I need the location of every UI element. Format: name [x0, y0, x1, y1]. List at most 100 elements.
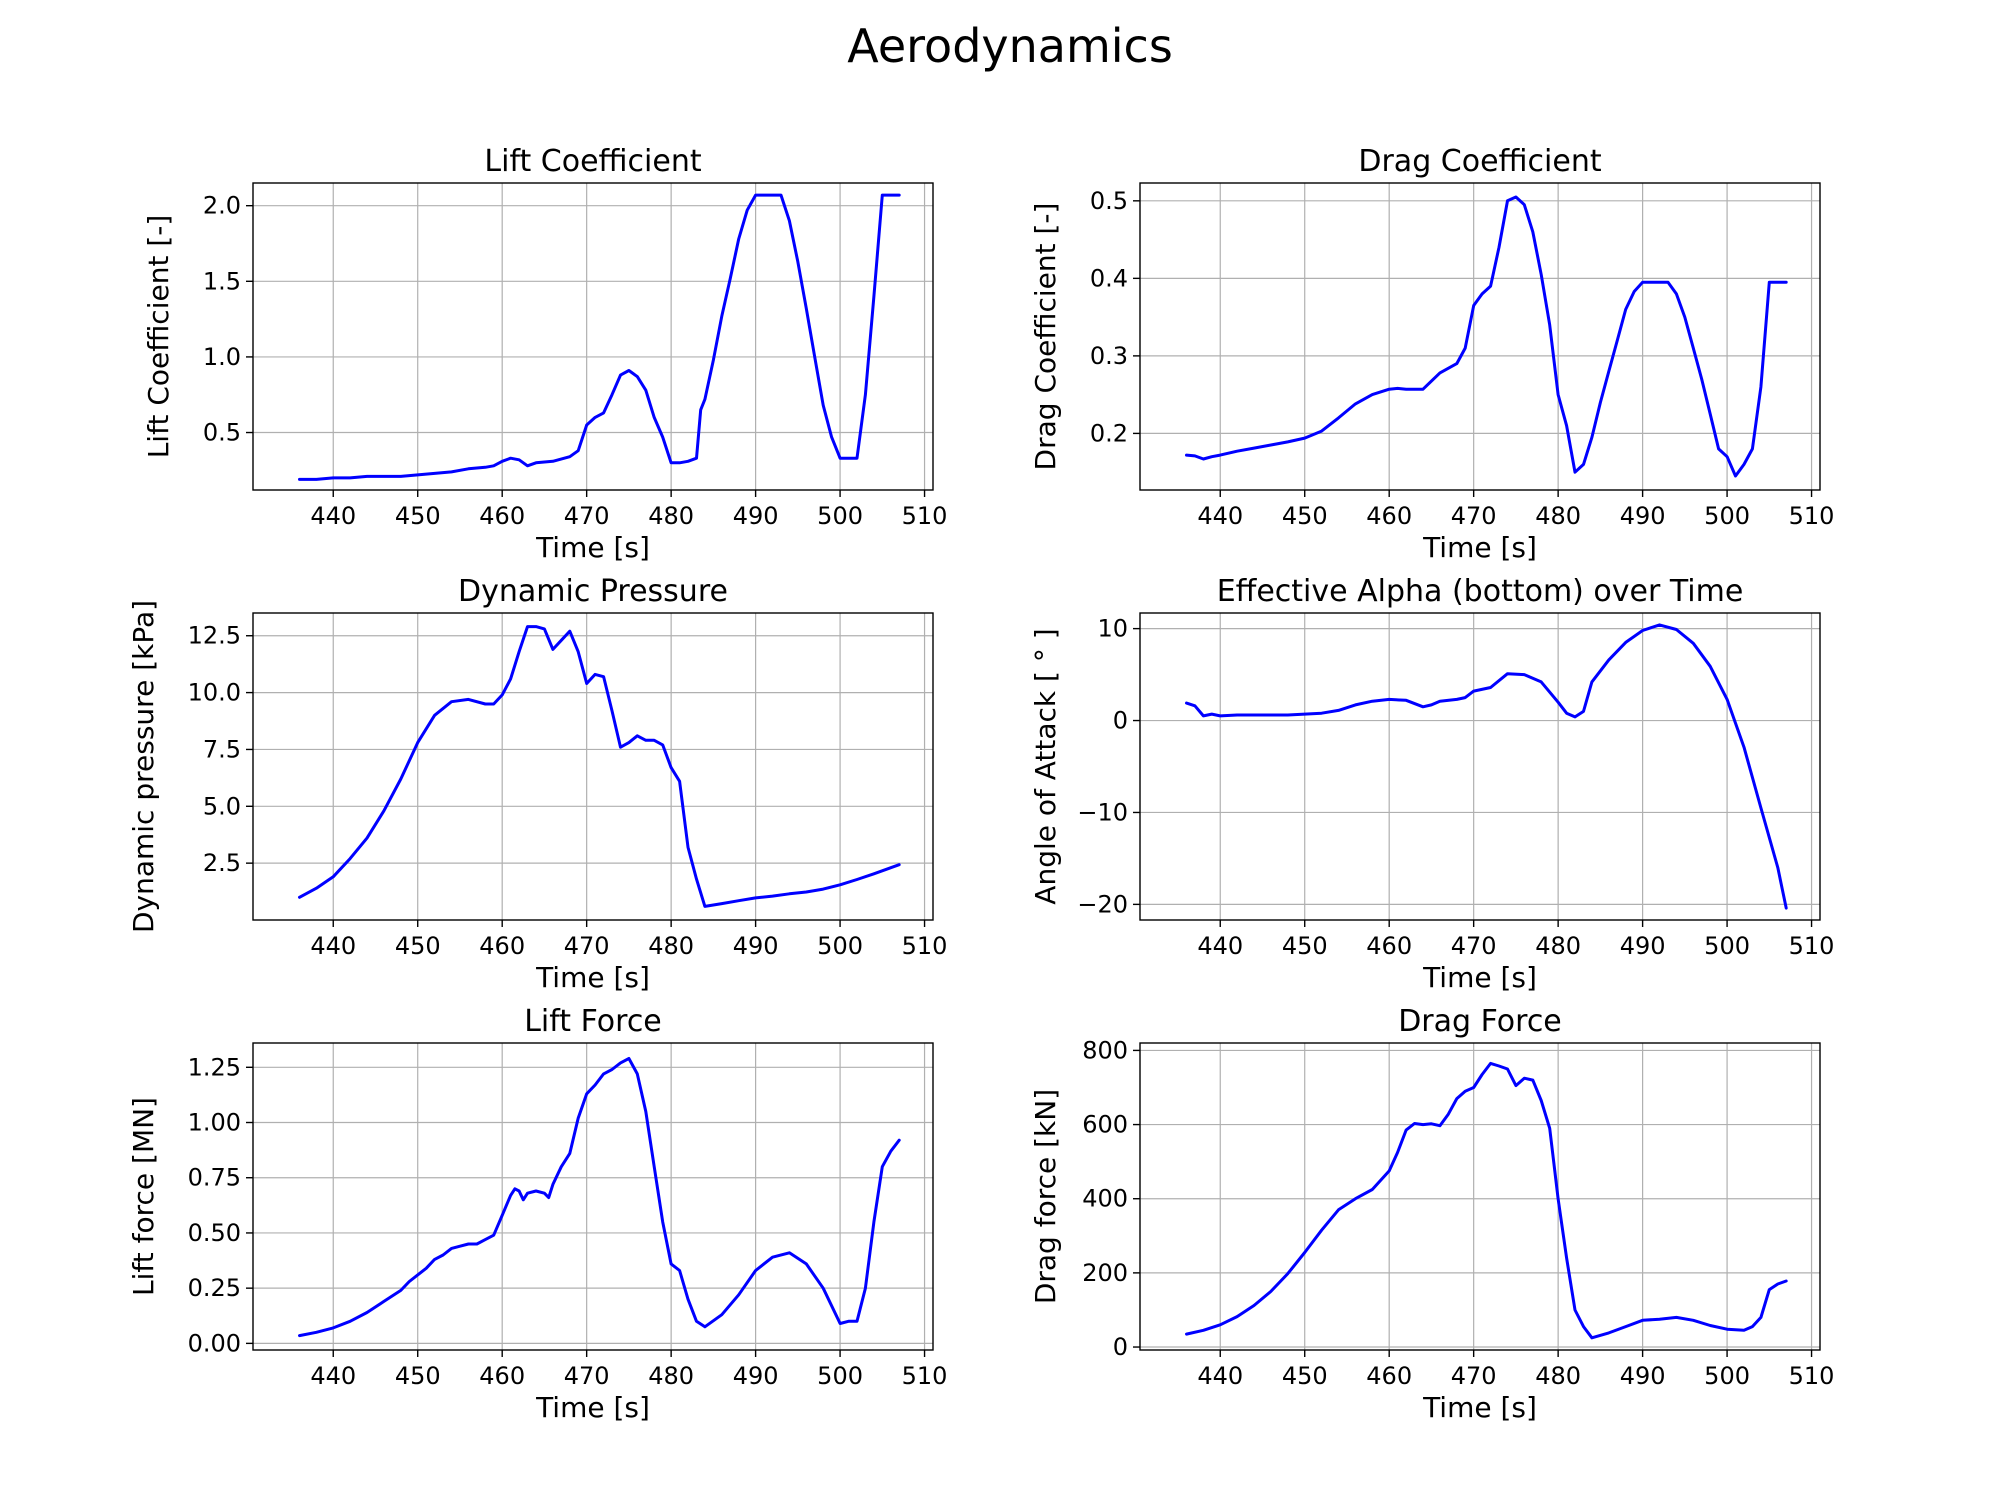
x-tick-label: 510: [1789, 502, 1835, 530]
y-tick-label: 0.3: [1090, 342, 1128, 370]
x-tick-label: 510: [902, 1362, 948, 1390]
y-tick-label: 0.00: [188, 1329, 241, 1357]
series-line: [298, 1057, 901, 1338]
y-tick-label: 10.0: [188, 679, 241, 707]
y-tick-label: 0: [1113, 1333, 1128, 1361]
y-axis-label: Angle of Attack [ ° ]: [1029, 628, 1062, 904]
x-tick-label: 460: [479, 502, 525, 530]
axes-frame: [1139, 1042, 1821, 1351]
y-tick-label: 0.5: [1090, 187, 1128, 215]
figure-title: Aerodynamics: [847, 19, 1173, 73]
y-tick-label: 0.75: [188, 1164, 241, 1192]
x-tick-label: 490: [1620, 502, 1666, 530]
x-tick-label: 480: [1535, 502, 1581, 530]
y-tick-label: 0.5: [203, 419, 241, 447]
y-tick-label: 0.50: [188, 1219, 241, 1247]
axes-frame: [252, 182, 934, 491]
y-tick-label: 5.0: [203, 792, 241, 820]
x-tick-label: 440: [310, 932, 356, 960]
y-axis-label: Lift force [MN]: [127, 1097, 160, 1296]
x-tick-label: 450: [1282, 932, 1328, 960]
chart-panel-6: 440 450 460 470 480 490 500 510 0 200 400 600 800 Dra…: [1029, 1004, 1834, 1424]
x-tick-label: 440: [1197, 932, 1243, 960]
y-tick-label: 12.5: [188, 622, 241, 650]
x-tick-label: 510: [902, 502, 948, 530]
x-tick-label: 480: [648, 1362, 694, 1390]
y-axis-label: Lift Coefficient [-]: [142, 215, 175, 459]
x-tick-label: 460: [1366, 932, 1412, 960]
chart-panel-2: 440 450 460 470 480 490 500 510 0.2 0.3 0.4 0.5 Drag…: [1029, 144, 1834, 564]
x-tick-label: 470: [1451, 1362, 1497, 1390]
y-tick-label: 0.2: [1090, 419, 1128, 447]
x-tick-label: 500: [1704, 932, 1750, 960]
x-axis-label: Time [s]: [535, 531, 650, 564]
series-line: [1185, 623, 1788, 910]
x-tick-label: 450: [1282, 502, 1328, 530]
x-tick-label: 460: [1366, 1362, 1412, 1390]
y-tick-label: 800: [1082, 1036, 1128, 1064]
x-tick-label: 470: [564, 1362, 610, 1390]
axes-frame: [252, 612, 934, 921]
chart-panel-1: 440 450 460 470 480 490 500 510 0.5 1.0 1.5 2.0 Lift…: [142, 144, 947, 564]
x-tick-label: 460: [1366, 502, 1412, 530]
chart-panel-3: 440 450 460 470 480 490 500 510 2.5 5.0 7.5 10.0 12.…: [127, 574, 947, 994]
x-tick-label: 500: [817, 932, 863, 960]
chart-title: Lift Coefficient: [484, 144, 701, 179]
x-tick-label: 450: [395, 502, 441, 530]
y-tick-label: 7.5: [203, 735, 241, 763]
x-tick-label: 470: [1451, 932, 1497, 960]
y-tick-label: 0.4: [1090, 264, 1128, 292]
x-tick-label: 440: [310, 502, 356, 530]
y-tick-label: 2.5: [203, 849, 241, 877]
x-tick-label: 470: [564, 502, 610, 530]
x-tick-label: 510: [1789, 932, 1835, 960]
x-tick-label: 490: [1620, 932, 1666, 960]
chart-title: Dynamic Pressure: [458, 574, 728, 609]
x-tick-label: 460: [479, 1362, 525, 1390]
chart-panel-4: 440 450 460 470 480 490 500 510 −20 −10 0 10 Effecti…: [1029, 574, 1834, 994]
y-tick-label: 2.0: [203, 192, 241, 220]
x-tick-label: 460: [479, 932, 525, 960]
chart-title: Drag Force: [1398, 1004, 1562, 1039]
x-tick-label: 490: [733, 1362, 779, 1390]
x-tick-label: 470: [564, 932, 610, 960]
x-tick-label: 480: [1535, 932, 1581, 960]
series-line: [1185, 195, 1788, 478]
x-tick-label: 490: [1620, 1362, 1666, 1390]
series-line: [1185, 1061, 1788, 1340]
y-tick-label: 600: [1082, 1111, 1128, 1139]
series-line: [298, 193, 901, 481]
chart-title: Effective Alpha (bottom) over Time: [1217, 574, 1744, 609]
y-tick-label: −20: [1077, 890, 1128, 918]
chart-panel-5: 440 450 460 470 480 490 500 510 0.00 0.25 0.50 0.75…: [127, 1004, 947, 1424]
y-tick-label: 1.00: [188, 1109, 241, 1137]
x-tick-label: 480: [648, 502, 694, 530]
x-tick-label: 440: [1197, 502, 1243, 530]
x-tick-label: 500: [817, 1362, 863, 1390]
x-tick-label: 490: [733, 502, 779, 530]
x-tick-label: 500: [817, 502, 863, 530]
x-axis-label: Time [s]: [535, 1391, 650, 1424]
y-tick-label: 1.25: [188, 1053, 241, 1081]
chart-title: Drag Coefficient: [1358, 144, 1601, 179]
x-tick-label: 470: [1451, 502, 1497, 530]
x-tick-label: 500: [1704, 502, 1750, 530]
x-tick-label: 480: [648, 932, 694, 960]
subplot-grid: 440 450 460 470 480 490 500 510 0.5 1.0 1.5 2.0 Lift…: [127, 144, 1834, 1424]
x-tick-label: 450: [1282, 1362, 1328, 1390]
y-tick-label: 400: [1082, 1185, 1128, 1213]
y-tick-label: −10: [1077, 798, 1128, 826]
x-tick-label: 480: [1535, 1362, 1581, 1390]
y-axis-label: Drag Coefficient [-]: [1029, 203, 1062, 471]
x-tick-label: 500: [1704, 1362, 1750, 1390]
axes-frame: [1139, 182, 1821, 491]
axes-frame: [1139, 612, 1821, 921]
y-tick-label: 1.5: [203, 267, 241, 295]
chart-title: Lift Force: [524, 1004, 662, 1039]
x-axis-label: Time [s]: [535, 961, 650, 994]
axes-frame: [252, 1042, 934, 1351]
series-line: [298, 625, 901, 908]
x-tick-label: 490: [733, 932, 779, 960]
y-tick-label: 0: [1113, 707, 1128, 735]
